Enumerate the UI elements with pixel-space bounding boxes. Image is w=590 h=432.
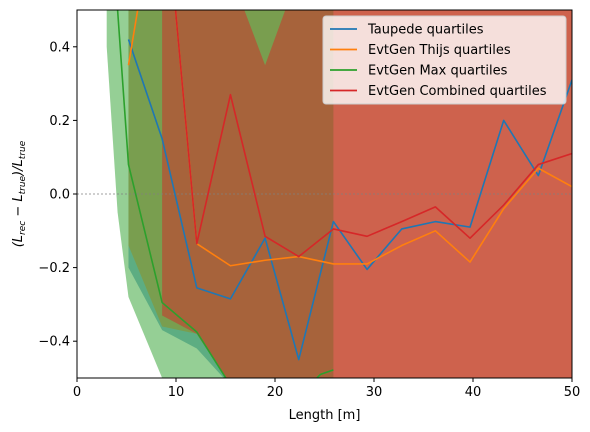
- legend-box: [322, 15, 567, 105]
- x-tick-label: 20: [267, 385, 284, 400]
- legend-label-evtgen-combined-quartiles: EvtGen Combined quartiles: [368, 84, 547, 99]
- y-axis-label: (Lrec − Ltrue)/Ltrue: [11, 140, 28, 247]
- x-tick-label: 40: [465, 385, 482, 400]
- x-axis: 0 10 20 30 40 50: [73, 378, 580, 400]
- line-taupede-quartiles: [127, 39, 572, 361]
- legend-label-evtgen-max-quartiles: EvtGen Max quartiles: [368, 64, 508, 79]
- y-tick-label: −0.2: [38, 261, 70, 276]
- y-tick-label: 0.4: [49, 40, 70, 55]
- x-tick-label: 30: [366, 385, 383, 400]
- line-evtgen-thijs-quartiles: [127, 10, 572, 267]
- y-axis: −0.4 −0.2 0.0 0.2 0.4: [38, 40, 77, 350]
- y-tick-label: 0.0: [49, 188, 70, 203]
- x-tick-label: 0: [73, 385, 81, 400]
- y-tick-label: 0.2: [49, 114, 70, 129]
- x-tick-label: 10: [168, 385, 185, 400]
- x-tick-label: 50: [564, 385, 581, 400]
- line-evtgen-max-quartiles: [116, 10, 334, 378]
- legend-label-taupede-quartiles: Taupede quartiles: [367, 23, 484, 38]
- legend-label-evtgen-thijs-quartiles: EvtGen Thijs quartiles: [368, 43, 511, 58]
- median-lines: [116, 10, 572, 378]
- y-tick-label: −0.4: [38, 335, 70, 350]
- line-evtgen-combined-quartiles: [174, 10, 572, 258]
- x-axis-label: Length [m]: [289, 408, 361, 423]
- legend: Taupede quartiles EvtGen Thijs quartiles E…: [322, 15, 567, 105]
